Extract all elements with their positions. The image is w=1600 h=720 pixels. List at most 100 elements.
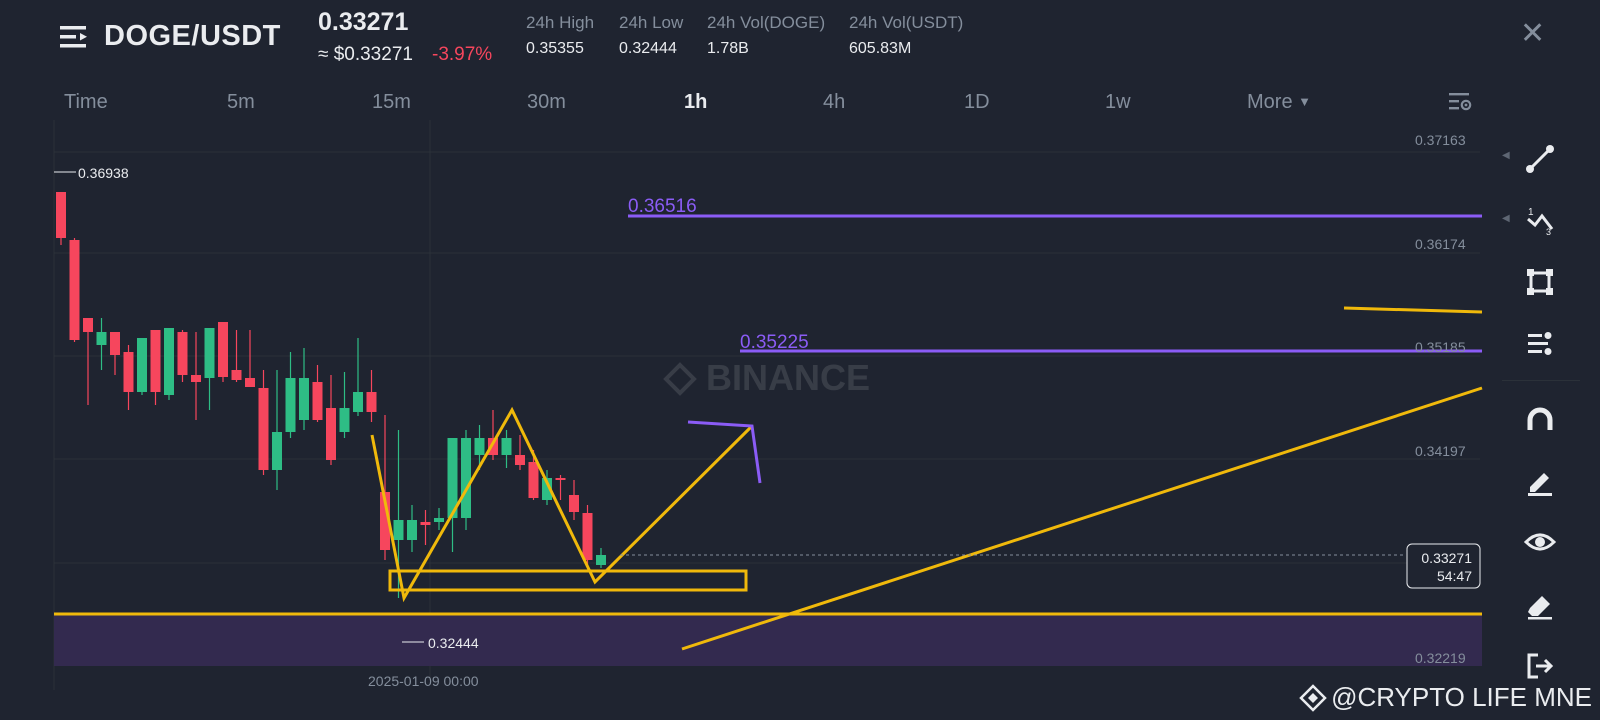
hamburger-menu-icon[interactable] (60, 24, 90, 50)
candle-body (461, 438, 471, 518)
candle-body (231, 370, 242, 380)
more-label: More (1247, 91, 1293, 113)
stat-label-24h-high: 24h High (526, 13, 595, 32)
tab-4h[interactable]: 4h (823, 91, 846, 113)
stat-value-24h-high: 0.35355 (526, 40, 584, 57)
svg-text:3: 3 (1546, 227, 1551, 237)
trend-line-icon[interactable] (1524, 143, 1556, 175)
tab-1h[interactable]: 1h (684, 91, 708, 113)
candle-body (312, 382, 323, 420)
candle-body (204, 328, 215, 378)
candle-body (272, 432, 282, 470)
candle-body (542, 478, 552, 500)
candle-body (137, 338, 147, 392)
candles (56, 192, 606, 598)
candle-body (69, 240, 80, 340)
price-axis-label: 0.36174 (1415, 236, 1466, 252)
level-label-1: 0.36516 (628, 196, 697, 217)
magnet-icon[interactable] (1524, 404, 1556, 436)
tab-5m[interactable]: 5m (227, 91, 255, 113)
tab-1w[interactable]: 1w (1105, 91, 1131, 113)
candle-body (447, 438, 458, 518)
purple-arrow-drawing (687, 420, 762, 484)
candlestick-chart[interactable]: BINANCE 0.36516 0.35225 0.36938 0.32444 … (0, 120, 1600, 720)
rectangle-shape-icon[interactable] (1524, 266, 1556, 298)
current-price-value: 0.33271 (1421, 550, 1472, 566)
w-pattern-drawing (370, 406, 754, 603)
stat-value-24h-low: 0.32444 (619, 40, 677, 57)
candle-body (285, 378, 296, 432)
level-label-2: 0.35225 (740, 332, 809, 353)
candle-body (407, 520, 417, 540)
chart-settings-icon[interactable] (1448, 91, 1472, 113)
tab-1d[interactable]: 1D (964, 91, 990, 113)
exit-icon[interactable] (1524, 650, 1556, 682)
candle-body (56, 192, 66, 238)
candle-body (501, 438, 512, 455)
double-bottom-box (388, 569, 748, 592)
candle-body (123, 352, 134, 392)
low-marker: 0.32444 (428, 635, 479, 651)
candle-body (474, 438, 485, 455)
candle-countdown: 54:47 (1437, 568, 1472, 584)
usd-price: ≈ $0.33271 (318, 44, 413, 65)
candle-body (528, 462, 539, 498)
stat-value-24h-vol-doge: 1.78B (707, 40, 749, 57)
watermark-text: BINANCE (706, 357, 870, 398)
candle-body (555, 478, 566, 480)
candle-body (191, 375, 201, 382)
price-axis-label: 0.37163 (1415, 132, 1466, 148)
candle-body (218, 322, 228, 377)
price-axis-label: 0.32219 (1415, 650, 1466, 666)
candle-body (353, 392, 363, 412)
expand-arrow-icon[interactable]: ◀ (1502, 150, 1510, 161)
price-axis-label: 0.34197 (1415, 443, 1466, 459)
candle-body (258, 388, 269, 470)
candle-body (380, 492, 390, 550)
candle-body (434, 518, 444, 522)
pair-title[interactable]: DOGE/USDT (104, 20, 281, 52)
close-icon[interactable]: ✕ (1520, 17, 1546, 50)
candle-body (150, 330, 161, 392)
tab-30m[interactable]: 30m (527, 91, 566, 113)
binance-watermark: BINANCE (663, 357, 870, 398)
rising-trend-line (681, 386, 1483, 651)
short-trend-line (1343, 306, 1483, 314)
stat-value-24h-vol-usdt: 605.83M (849, 40, 912, 57)
price-change: -3.97% (432, 44, 493, 65)
support-zone (54, 614, 1482, 666)
high-marker: 0.36938 (78, 165, 129, 181)
stat-label-24h-vol-doge: 24h Vol(DOGE) (707, 13, 826, 32)
tab-more[interactable]: More ▼ (1247, 91, 1311, 114)
tab-time[interactable]: Time (64, 91, 108, 113)
candle-body (326, 408, 336, 460)
stat-label-24h-low: 24h Low (619, 13, 684, 32)
candle-body (96, 332, 107, 345)
stat-label-24h-vol-usdt: 24h Vol(USDT) (849, 13, 964, 32)
candle-body (245, 378, 255, 387)
expand-arrow-icon[interactable]: ◀ (1502, 213, 1510, 224)
candle-body (339, 408, 350, 432)
svg-text:1: 1 (1528, 207, 1534, 218)
candle-body (177, 332, 188, 375)
credit-text: @CRYPTO LIFE MNE (1331, 682, 1592, 712)
pencil-icon[interactable] (1524, 465, 1556, 497)
current-price-tag (1406, 543, 1481, 589)
eye-icon[interactable] (1524, 526, 1556, 558)
eraser-icon[interactable] (1524, 588, 1556, 620)
candle-body (596, 555, 606, 565)
sidebar-divider (1502, 380, 1580, 381)
candle-body (420, 522, 431, 525)
indicator-icon[interactable] (1524, 328, 1556, 360)
fibonacci-icon[interactable]: 1 3 (1524, 205, 1556, 237)
candle-body (569, 495, 579, 512)
candle-body (582, 513, 593, 560)
binance-logo-icon (1299, 683, 1327, 712)
candle-body (515, 455, 525, 465)
last-price: 0.33271 (318, 8, 409, 36)
candle-body (393, 520, 404, 540)
time-axis-label: 2025-01-09 00:00 (368, 673, 479, 689)
candle-body (488, 438, 498, 455)
tab-15m[interactable]: 15m (372, 91, 411, 113)
drawing-tools-layer (54, 306, 1483, 651)
